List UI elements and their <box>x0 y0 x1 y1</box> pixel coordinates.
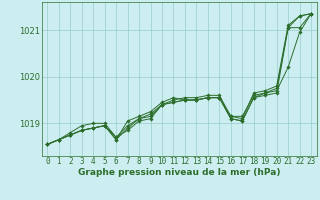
X-axis label: Graphe pression niveau de la mer (hPa): Graphe pression niveau de la mer (hPa) <box>78 168 280 177</box>
